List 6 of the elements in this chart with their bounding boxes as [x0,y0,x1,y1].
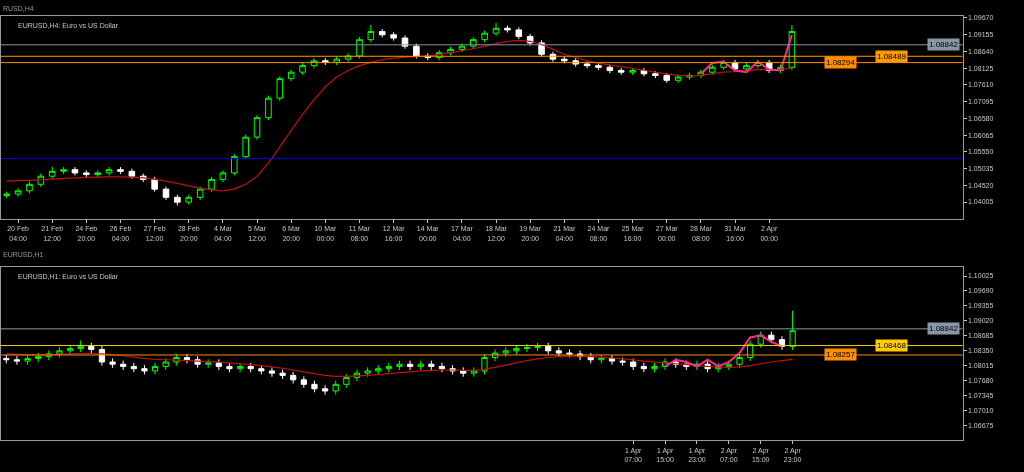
ref-line-label: 1.08294 [826,58,856,67]
ref-line-label: 1.08257 [826,350,856,359]
ref-line-label: 1.08468 [877,341,907,350]
ref-line-label: 1.08842 [929,324,959,333]
ref-line-label: 1.08842 [929,40,959,49]
ref-line-label: 1.08489 [877,52,907,61]
